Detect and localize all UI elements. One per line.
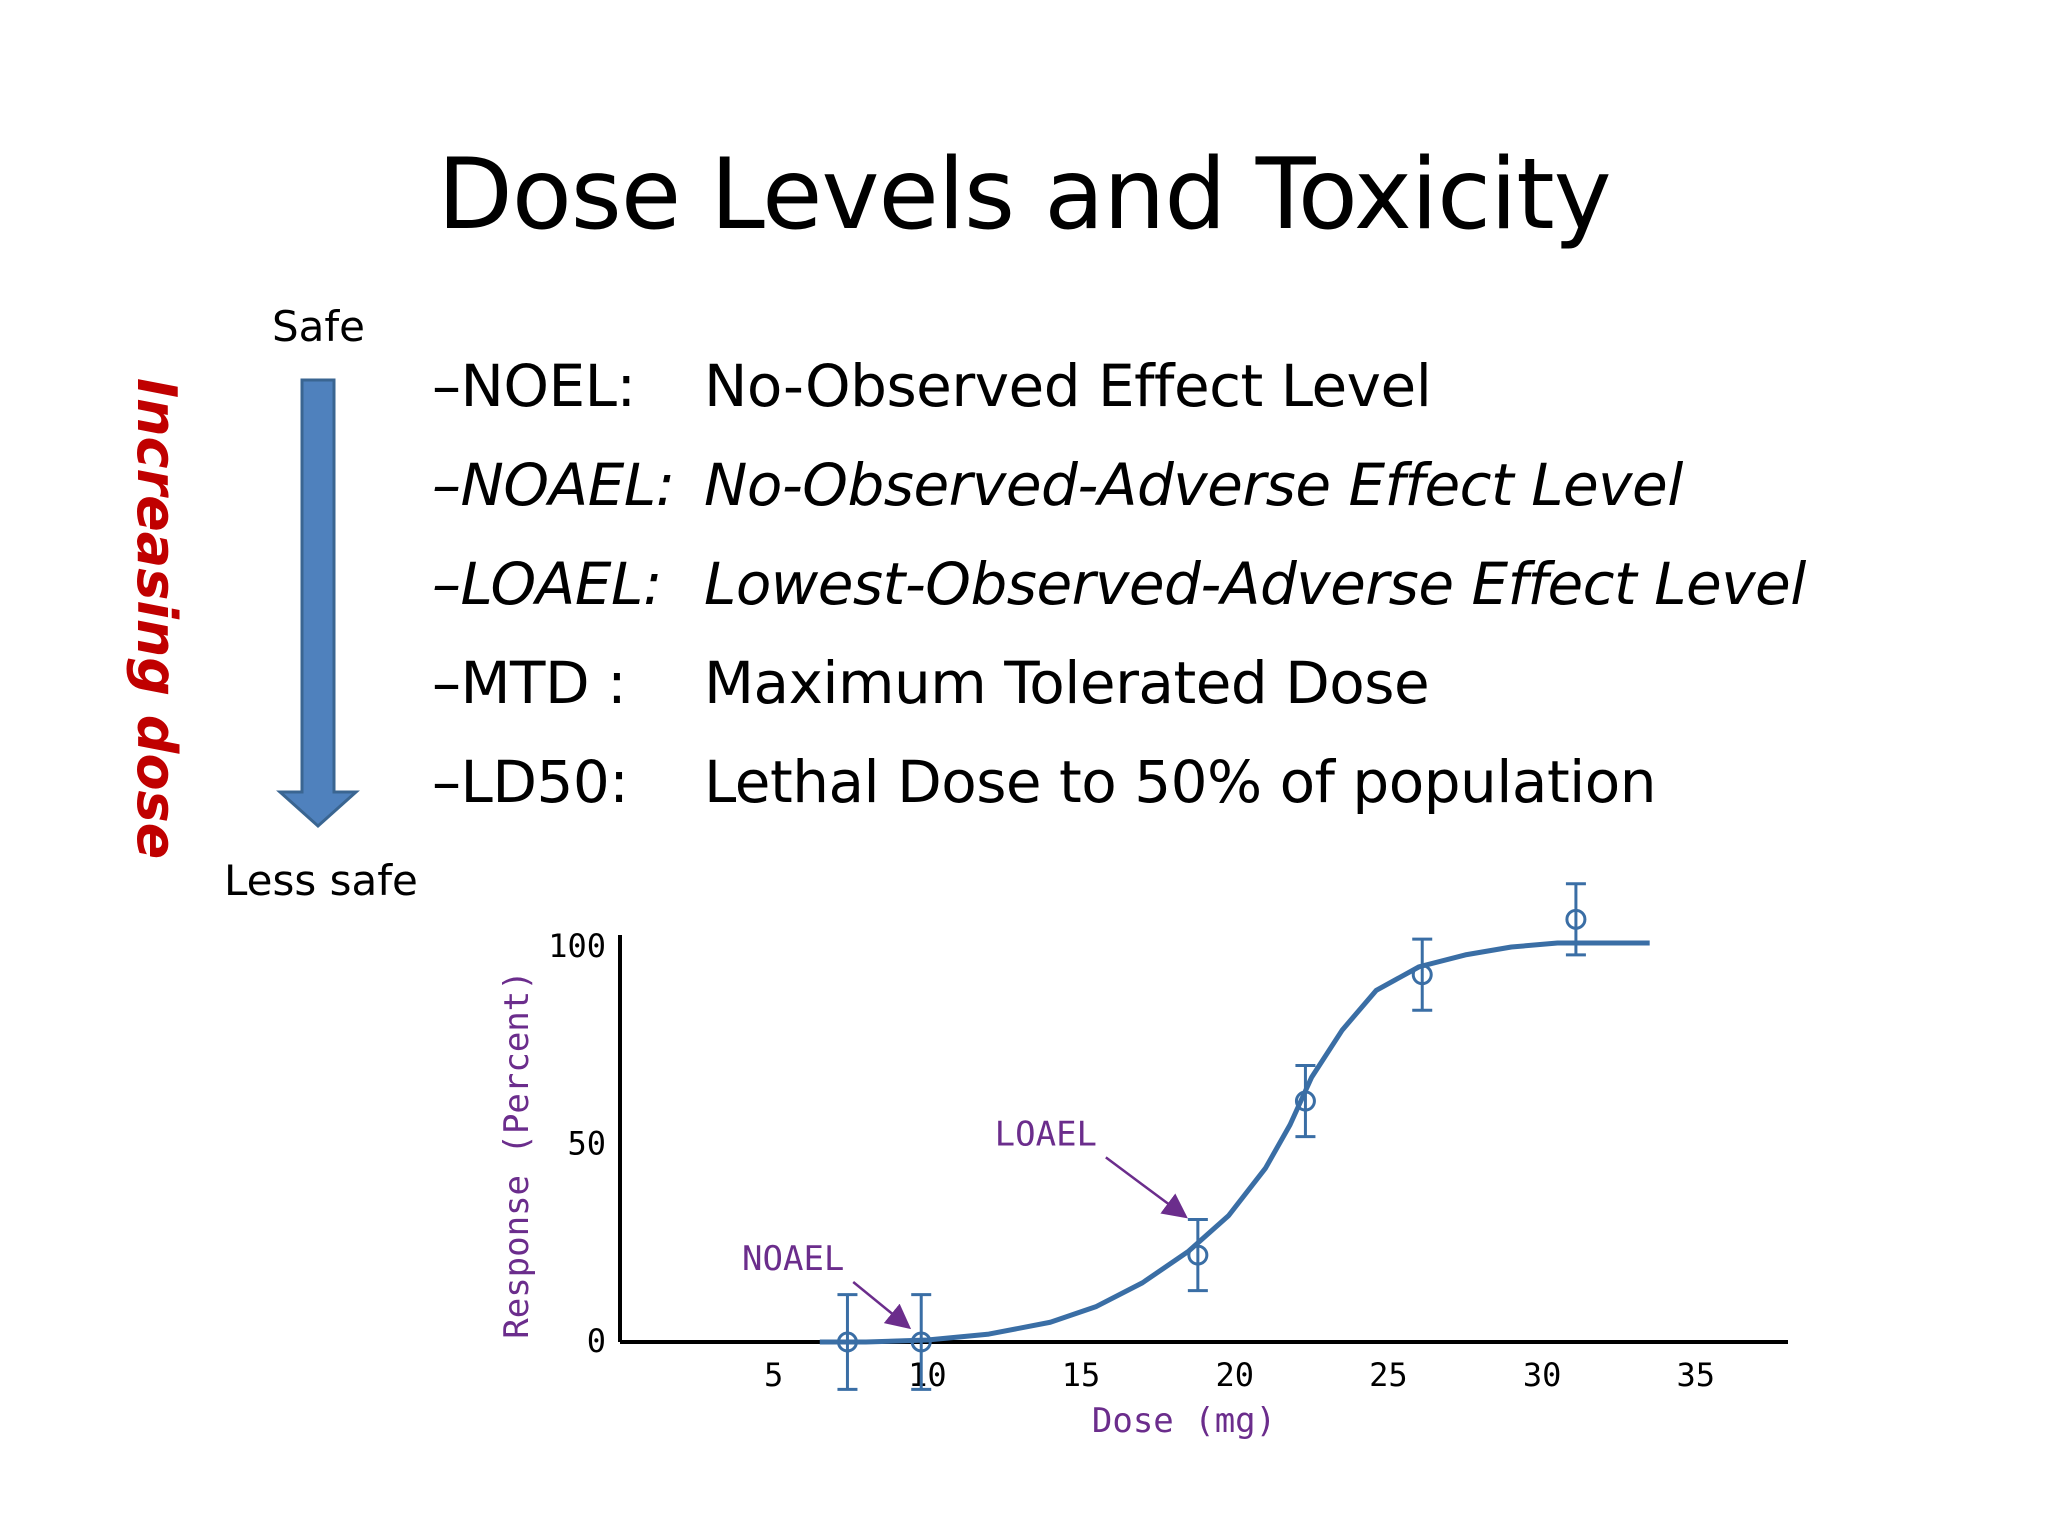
data-point (1294, 1090, 1316, 1112)
x-tick-label: 25 (1369, 1356, 1408, 1394)
definition-abbr: –MTD : (432, 649, 627, 717)
x-tick-label: 15 (1062, 1356, 1101, 1394)
dose-response-curve (819, 940, 1650, 1345)
definition-abbr: –LOAEL: (432, 550, 662, 618)
x-tick-label: 30 (1523, 1356, 1562, 1394)
annotation-label: NOAEL (742, 1239, 844, 1279)
scale-top-label: Safe (272, 302, 366, 351)
dose-response-chart: 0 50 100 5 10 15 20 25 30 35 Dose (mg) Response (Pe… (497, 882, 1788, 1441)
y-axis-label: Response (Percent) (497, 970, 537, 1338)
scale-bottom-label: Less safe (224, 856, 418, 905)
y-tick-label: 100 (548, 927, 606, 965)
definition-abbr: –NOEL: (432, 352, 636, 420)
definition-text: Lowest-Observed-Adverse Effect Level (704, 550, 1806, 618)
definition-text: Lethal Dose to 50% of population (704, 748, 1657, 816)
definition-text: No-Observed Effect Level (704, 352, 1432, 420)
data-point (1187, 1244, 1209, 1266)
x-tick-label: 10 (908, 1356, 947, 1394)
data-point (1411, 964, 1433, 986)
direction-label-text: Increasing dose (125, 378, 188, 860)
data-point (1565, 908, 1587, 930)
x-tick-label: 5 (764, 1356, 783, 1394)
definition-text: Maximum Tolerated Dose (704, 649, 1430, 717)
annotation-arrow (1105, 1156, 1188, 1219)
definition-abbr: –NOAEL: (432, 451, 675, 519)
y-tick-label: 0 (587, 1322, 606, 1360)
slide-title: Dose Levels and Toxicity (437, 138, 1611, 252)
x-tick-label: 35 (1677, 1356, 1716, 1394)
y-tick-label: 50 (567, 1125, 606, 1163)
x-axis-label: Dose (mg) (1092, 1401, 1276, 1441)
annotation-arrow (852, 1281, 912, 1330)
definition-text: No-Observed-Adverse Effect Level (704, 451, 1683, 519)
down-arrow-icon (276, 378, 360, 829)
annotation-label: LOAEL (995, 1114, 1097, 1154)
definition-abbr: –LD50: (432, 748, 629, 816)
x-tick-label: 20 (1215, 1356, 1254, 1394)
data-point (836, 1331, 858, 1353)
data-point (910, 1331, 932, 1353)
